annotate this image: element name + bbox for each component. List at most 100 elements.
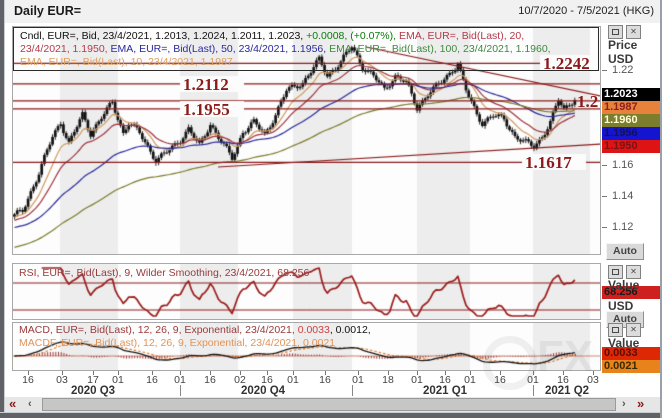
- rsi-value-title: Value: [608, 278, 640, 292]
- x-axis-tick-mark: [152, 371, 153, 375]
- scroll-right-button[interactable]: ›: [622, 398, 626, 410]
- x-axis-tick-mark: [388, 371, 389, 375]
- legend-segment: EMA, EUR=, Bid(Last), 50, 23/4/2021, 1.1…: [110, 43, 330, 55]
- price-pane-icons: ✕: [608, 25, 641, 39]
- legend-segment: , 0.0012,: [329, 324, 371, 336]
- x-axis-tick: 16: [439, 374, 451, 386]
- close-icon[interactable]: ✕: [626, 25, 641, 39]
- x-axis-tick-mark: [240, 371, 241, 375]
- x-axis-tick-mark: [445, 371, 446, 375]
- restore-icon[interactable]: [608, 323, 623, 337]
- macd-chart-canvas[interactable]: [13, 323, 600, 370]
- legend-segment: 0.0033: [297, 324, 330, 336]
- x-axis-tick: 02: [234, 374, 246, 386]
- macd-value-label: 0.0033: [602, 347, 660, 360]
- price-pane[interactable]: Cndl, EUR=, Bid, 23/4/2021, 1.2013, 1.20…: [12, 26, 601, 255]
- window-title: Daily EUR=: [14, 4, 82, 18]
- x-axis-tick-mark: [500, 371, 501, 375]
- rsi-pane[interactable]: RSI, EUR=, Bid(Last), 9, Wilder Smoothin…: [12, 263, 601, 320]
- x-axis-tick: 01: [464, 374, 476, 386]
- rsi-chart-canvas[interactable]: [13, 264, 600, 319]
- rsi-value-label: 68.256: [602, 286, 660, 299]
- level-annotation: 1.1617: [525, 153, 572, 172]
- macd-pane-icons: ✕: [608, 323, 641, 337]
- price-auto-button[interactable]: Auto: [606, 243, 644, 260]
- x-axis-tick: 18: [382, 374, 394, 386]
- legend-segment: EMA, EUR=, Bid(Last), 100, 23/4/2021, 1.…: [329, 43, 551, 55]
- price-chart-canvas[interactable]: [13, 27, 600, 254]
- price-legend-line2: 23/4/2021, 1.1950, EMA, EUR=, Bid(Last),…: [20, 43, 551, 55]
- x-axis-tick-mark: [563, 371, 564, 375]
- x-axis-tick: 16: [557, 374, 569, 386]
- legend-segment: Cndl, EUR=, Bid, 23/4/2021, 1.2013, 1.20…: [20, 30, 307, 42]
- quarter-label: 2020 Q3: [70, 385, 116, 397]
- level-annotation: 1.1955: [183, 100, 230, 119]
- price-axis-tick-mark: [602, 196, 607, 197]
- x-axis-tick-mark: [118, 371, 119, 375]
- quarter-separator: [180, 385, 181, 396]
- x-axis-tick: 01: [352, 374, 364, 386]
- price-axis-currency: USD: [608, 52, 634, 66]
- price-axis-tick-mark: [602, 227, 607, 228]
- level-annotation: 1.2112: [183, 75, 229, 94]
- quarter-separator: [533, 385, 534, 396]
- price-legend-line1: Cndl, EUR=, Bid, 23/4/2021, 1.2013, 1.20…: [20, 30, 524, 42]
- legend-segment: 23/4/2021, 1.1950,: [20, 43, 111, 55]
- level-annotation: 1.2: [577, 92, 599, 111]
- x-axis-tick: 16: [494, 374, 506, 386]
- right-axis-column: ✕ Price USD 1.22 1.16 1.14 1.12 1.2023 1.198…: [602, 23, 660, 398]
- legend-segment: +0.0008, (+0.07%),: [306, 30, 399, 42]
- quarter-separator: [352, 385, 353, 396]
- scroll-far-left-button[interactable]: «: [9, 396, 17, 411]
- price-axis-tick: 1.14: [612, 190, 634, 202]
- close-icon[interactable]: ✕: [626, 265, 641, 279]
- price-axis-tick: 1.16: [612, 159, 634, 171]
- restore-icon[interactable]: [608, 25, 623, 39]
- x-axis-tick-mark: [325, 371, 326, 375]
- price-value-label: 1.2023: [602, 88, 660, 101]
- price-value-label: 1.1960: [602, 114, 660, 127]
- price-axis-tick-mark: [602, 165, 607, 166]
- x-axis-tick-mark: [470, 371, 471, 375]
- scroll-far-right-button[interactable]: »: [637, 396, 645, 411]
- quarter-label: 2021 Q1: [422, 385, 468, 397]
- x-axis-tick-mark: [358, 371, 359, 375]
- rsi-legend: RSI, EUR=, Bid(Last), 9, Wilder Smoothin…: [19, 267, 309, 279]
- restore-icon[interactable]: [608, 265, 623, 279]
- price-axis-title: Price: [608, 38, 638, 52]
- scrollbar-thumb[interactable]: [42, 398, 616, 411]
- price-axis-tick-mark: [602, 70, 607, 71]
- x-axis-tick-mark: [28, 371, 29, 375]
- x-axis-tick: 03: [587, 374, 599, 386]
- x-axis-tick: 16: [204, 374, 216, 386]
- macd-value-title: Value: [608, 336, 640, 350]
- macd-legend-line2: MACDF, EUR=, Bid(Last), 12, 26, 9, Expon…: [19, 337, 335, 349]
- window-frame-bottom: [0, 412, 660, 418]
- quarter-label: 2021 Q2: [544, 385, 590, 397]
- x-axis-tick-mark: [62, 371, 63, 375]
- window-frame-left: [0, 0, 5, 418]
- legend-segment: RSI, EUR=, Bid(Last), 9, Wilder Smoothin…: [19, 267, 310, 279]
- legend-segment: MACD, EUR=, Bid(Last), 12, 26, 9, Expone…: [19, 324, 298, 336]
- x-axis-tick: 16: [22, 374, 34, 386]
- x-axis-tick-mark: [293, 371, 294, 375]
- macd-pane[interactable]: MACD, EUR=, Bid(Last), 12, 26, 9, Expone…: [12, 322, 601, 371]
- rsi-axis-currency: USD: [608, 299, 634, 313]
- x-axis-tick: 03: [56, 374, 68, 386]
- price-axis-tick: 1.12: [612, 221, 634, 233]
- x-axis-tick-mark: [267, 371, 268, 375]
- x-axis-tick: 16: [319, 374, 331, 386]
- horizontal-scrollbar[interactable]: « ‹ › »: [4, 397, 660, 412]
- close-icon[interactable]: ✕: [626, 323, 641, 337]
- x-axis-tick-mark: [533, 371, 534, 375]
- rsi-pane-icons: ✕: [608, 265, 641, 279]
- scroll-left-button[interactable]: ‹: [28, 398, 32, 410]
- x-axis-tick: 01: [174, 374, 186, 386]
- price-value-label: 1.1950: [602, 140, 660, 153]
- x-axis-tick: 01: [527, 374, 539, 386]
- legend-segment: EMA, EUR=, Bid(Last), 10, 23/4/2021, 1.1…: [20, 56, 233, 68]
- price-legend-box: Cndl, EUR=, Bid, 23/4/2021, 1.2013, 1.20…: [13, 27, 599, 71]
- legend-segment: MACDF, EUR=, Bid(Last), 12, 26, 9, Expon…: [19, 337, 336, 349]
- x-axis-tick-mark: [210, 371, 211, 375]
- x-axis-tick: 01: [112, 374, 124, 386]
